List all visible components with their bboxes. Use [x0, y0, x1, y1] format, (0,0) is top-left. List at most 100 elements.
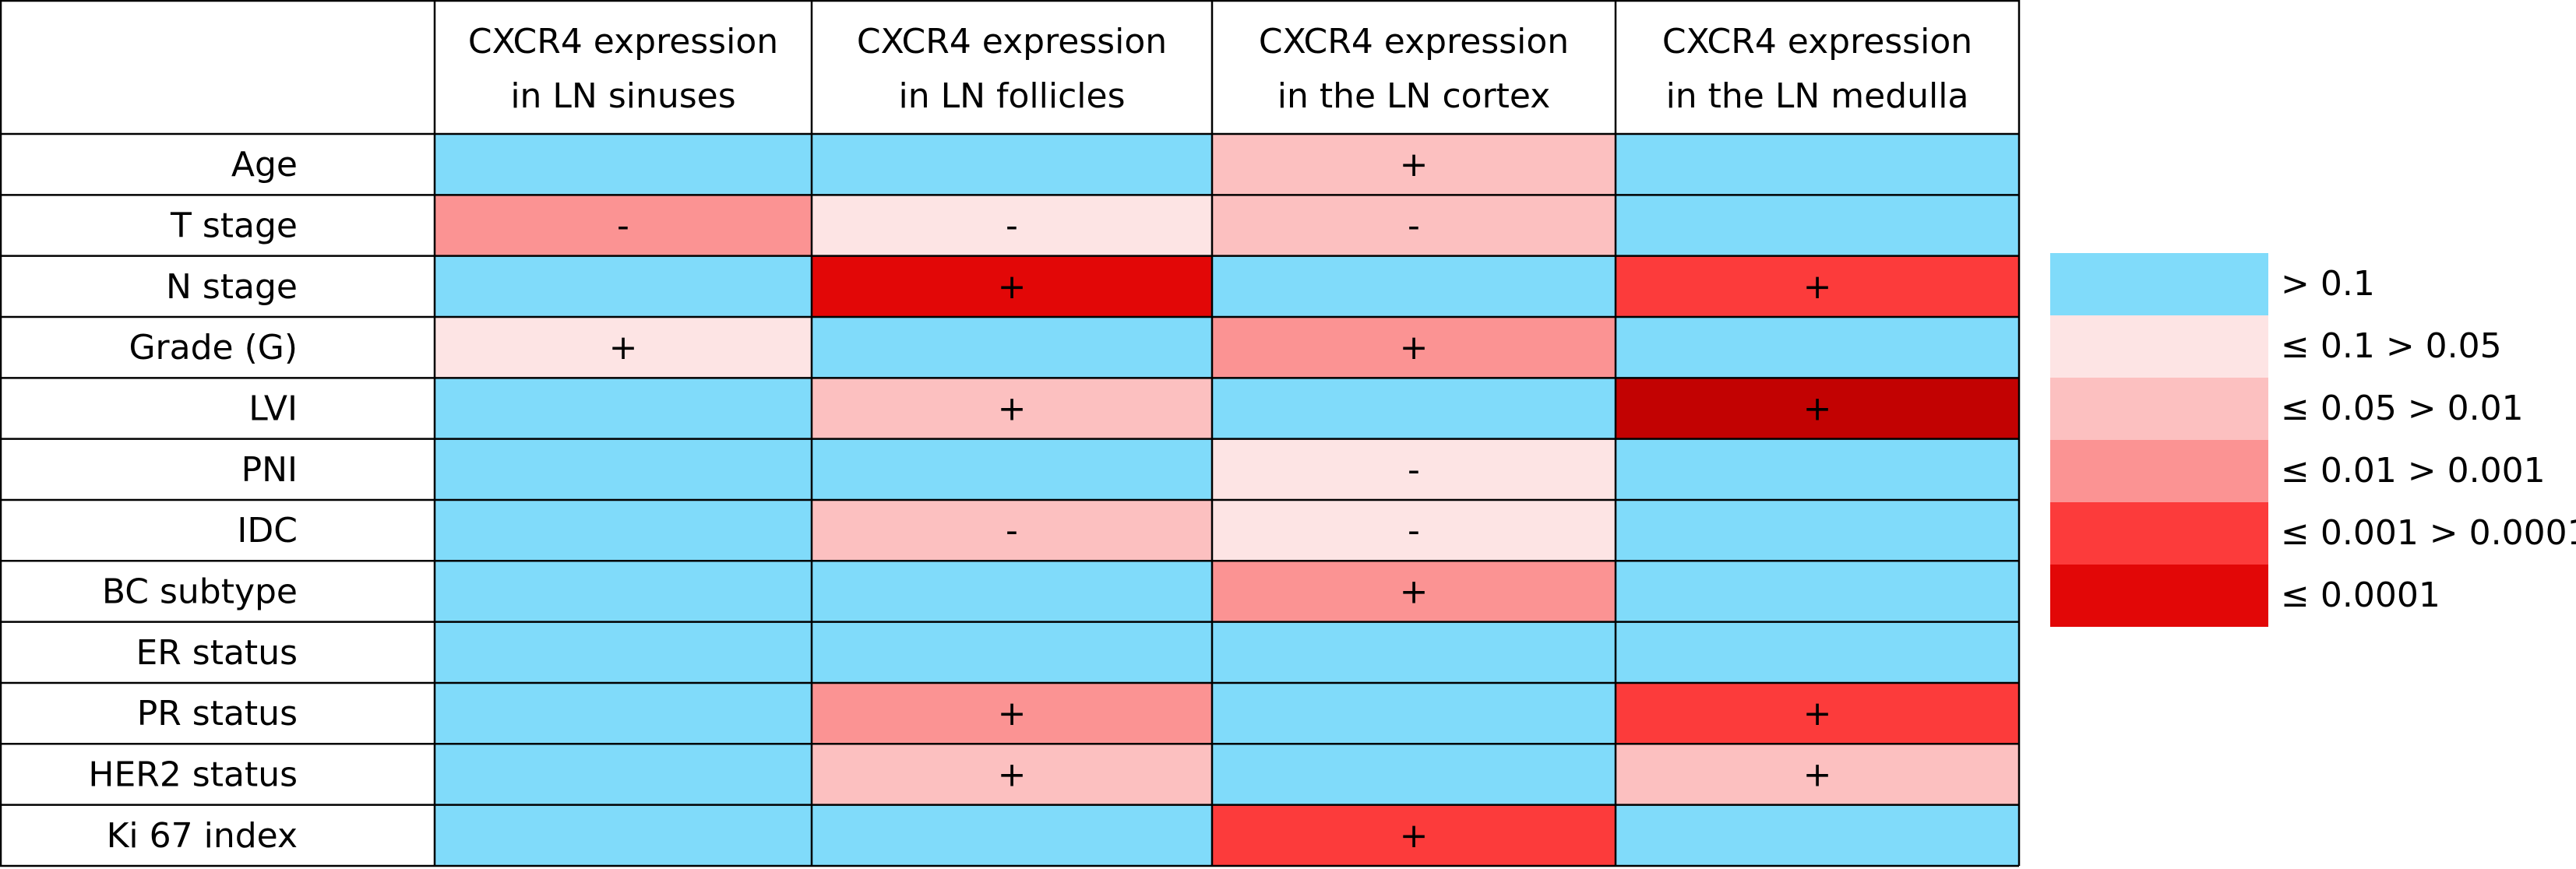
- legend-item: ≤ 0.001 > 0.0001: [2050, 502, 2576, 565]
- legend-label: ≤ 0.001 > 0.0001: [2281, 513, 2576, 553]
- heatmap-cell: [1212, 255, 1616, 317]
- legend-item: ≤ 0.0001: [2050, 565, 2564, 627]
- heatmap-cell: [435, 804, 812, 866]
- cell-sign: +: [1400, 572, 1429, 611]
- heatmap-cell: [812, 621, 1212, 683]
- heatmap-cell: [1616, 378, 2019, 439]
- heatmap-cell: [1212, 744, 1616, 805]
- row-label: ER status: [136, 633, 298, 673]
- column-header: in the LN cortex: [1277, 76, 1551, 116]
- heatmap-cell: [1616, 682, 2019, 744]
- cell-sign: +: [1803, 755, 1832, 794]
- heatmap-cell: [1212, 316, 1616, 378]
- cell-sign: +: [609, 328, 638, 368]
- row-label: T stage: [170, 206, 298, 245]
- column-header: in LN follicles: [898, 76, 1125, 116]
- row-label: IDC: [237, 511, 298, 551]
- heatmap-cell: [435, 499, 812, 561]
- heatmap-cell: [812, 134, 1212, 195]
- heatmap-cell: [435, 378, 812, 439]
- cell-sign: +: [998, 694, 1027, 734]
- heatmap-cell: [1616, 744, 2019, 805]
- legend-swatch: [2050, 565, 2268, 627]
- cell-sign: +: [998, 389, 1027, 428]
- legend-item: ≤ 0.01 > 0.001: [2050, 440, 2564, 502]
- heatmap-cell: [812, 499, 1212, 561]
- legend-swatch: [2050, 502, 2268, 565]
- column-header: CXCR4 expression: [1662, 22, 1972, 62]
- heatmap-cell: [1616, 804, 2019, 866]
- heatmap-table: + - - - + + + + + + - - - + + + + + + CXCR4 expression in LN…: [0, 0, 2021, 867]
- legend-swatch: [2050, 440, 2268, 502]
- heatmap-cell: [1212, 682, 1616, 744]
- heatmap-cell: [1616, 499, 2019, 561]
- heatmap-cell: [435, 134, 812, 195]
- heatmap-cell: [1212, 195, 1616, 256]
- cell-sign: +: [1803, 389, 1832, 428]
- heatmap-cell: [812, 744, 1212, 805]
- heatmap-cell: [1212, 499, 1616, 561]
- legend-item: ≤ 0.1 > 0.05: [2050, 315, 2564, 378]
- heatmap-cell: [1212, 438, 1616, 500]
- heatmap-cell: [435, 316, 812, 378]
- column-header: CXCR4 expression: [857, 22, 1167, 62]
- heatmap-cell: [812, 438, 1212, 500]
- cell-sign: +: [1803, 267, 1832, 307]
- heatmap-cell: [812, 255, 1212, 317]
- cell-sign: -: [1408, 206, 1420, 245]
- cell-sign: -: [1006, 511, 1018, 551]
- row-label: LVI: [248, 389, 298, 428]
- heatmap-cell: [812, 682, 1212, 744]
- heatmap-cell: [1616, 195, 2019, 256]
- cell-sign: +: [1803, 694, 1832, 734]
- heatmap-cell: [812, 195, 1212, 256]
- cell-sign: -: [617, 206, 629, 245]
- heatmap-cell: [1616, 561, 2019, 622]
- cell-sign: +: [998, 755, 1027, 794]
- cell-sign: +: [1400, 328, 1429, 368]
- heatmap-cell: [435, 195, 812, 256]
- heatmap-cell: [812, 378, 1212, 439]
- legend-swatch: [2050, 315, 2268, 378]
- legend-item: ≤ 0.05 > 0.01: [2050, 378, 2564, 440]
- heatmap-cell: [1212, 804, 1616, 866]
- row-label: N stage: [166, 267, 298, 307]
- legend: > 0.1 ≤ 0.1 > 0.05 ≤ 0.05 > 0.01 ≤ 0.01 > 0…: [2050, 253, 2576, 627]
- column-header: in LN sinuses: [510, 76, 735, 116]
- legend-label: ≤ 0.01 > 0.001: [2281, 451, 2546, 491]
- legend-swatch: [2050, 378, 2268, 440]
- legend-swatch: [2050, 253, 2268, 315]
- heatmap-cell: [435, 744, 812, 805]
- heatmap-cell: [1616, 255, 2019, 317]
- heatmap-cell: [435, 561, 812, 622]
- heatmap-cell: [435, 621, 812, 683]
- column-header: CXCR4 expression: [468, 22, 778, 62]
- cell-sign: +: [1400, 816, 1429, 856]
- legend-item: > 0.1: [2050, 253, 2564, 315]
- cell-sign: +: [1400, 145, 1429, 185]
- heatmap-cell: [435, 438, 812, 500]
- legend-label: ≤ 0.05 > 0.01: [2281, 389, 2524, 428]
- row-label: Grade (G): [129, 328, 298, 368]
- row-label: PR status: [137, 694, 298, 734]
- row-label: Age: [231, 145, 298, 185]
- heatmap-cell: [1212, 621, 1616, 683]
- cell-sign: -: [1408, 450, 1420, 490]
- column-header: CXCR4 expression: [1259, 22, 1569, 62]
- legend-label: > 0.1: [2281, 264, 2375, 304]
- heatmap-cell: [435, 682, 812, 744]
- heatmap-cell: [1212, 134, 1616, 195]
- row-label: HER2 status: [88, 755, 298, 794]
- row-label: PNI: [241, 450, 298, 490]
- heatmap-cell: [1616, 134, 2019, 195]
- heatmap-cell: [435, 255, 812, 317]
- legend-label: ≤ 0.0001: [2281, 575, 2440, 615]
- cell-sign: -: [1006, 206, 1018, 245]
- row-label: BC subtype: [102, 572, 298, 611]
- cell-sign: +: [998, 267, 1027, 307]
- column-header: in the LN medulla: [1666, 76, 1969, 116]
- heatmap-cell: [812, 804, 1212, 866]
- row-label: Ki 67 index: [107, 816, 298, 856]
- heatmap-cell: [1616, 316, 2019, 378]
